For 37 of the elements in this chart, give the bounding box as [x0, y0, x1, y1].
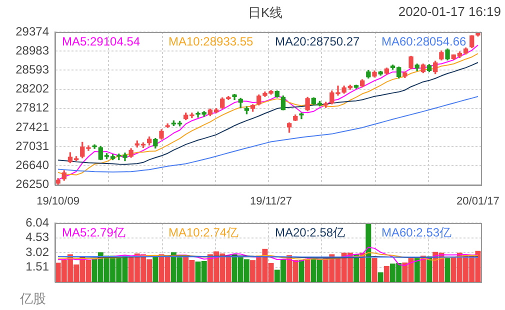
y-tick-label: 28593 [16, 62, 50, 77]
bar [372, 258, 378, 282]
text: MA60:28054.66 [382, 34, 467, 48]
y-tick-label: 29374 [16, 24, 50, 38]
bar [414, 257, 420, 282]
bar [304, 258, 310, 282]
y-tick-label: 26640 [16, 158, 50, 172]
series-label: MA60:2.53亿 [382, 226, 452, 240]
series-label: MA10:2.74亿 [168, 226, 239, 240]
y-tick-label: 28983 [16, 43, 50, 58]
text: MA5:29104.54 [62, 34, 140, 48]
y-axis-title: 亿股 [20, 290, 46, 308]
y-tick-label: 1.51 [26, 260, 50, 274]
y-tick-label: 4.53 [26, 230, 50, 244]
y-tick-label: 3.02 [26, 244, 50, 259]
bar [354, 254, 359, 282]
y-tick-label: 27031 [16, 138, 50, 153]
bar [152, 256, 158, 282]
y-tick-label: 28202 [16, 82, 50, 96]
bar [378, 272, 384, 282]
series-label: MA5:2.79亿 [62, 226, 126, 240]
series-label: MA20:2.58亿 [275, 226, 346, 240]
x-tick-label: 19/10/09 [36, 195, 80, 208]
bar [366, 224, 372, 282]
y-tick-label: 26250 [16, 177, 50, 192]
chart-subtitle: 日K线 [248, 4, 283, 22]
y-tick-label: 27421 [16, 120, 50, 134]
text: 2020-01-17 16:19 [398, 4, 501, 19]
x-tick-label: 19/11/27 [250, 195, 292, 208]
text: MA20:28750.27 [275, 34, 360, 48]
y-tick-label: 6.04 [26, 216, 50, 230]
bar [444, 258, 450, 282]
x-tick-label: 20/01/17 [456, 195, 500, 208]
text: MA10:28933.55 [168, 34, 254, 48]
bar [298, 260, 304, 282]
y-tick-label: 27812 [16, 100, 50, 115]
bar [384, 266, 390, 282]
